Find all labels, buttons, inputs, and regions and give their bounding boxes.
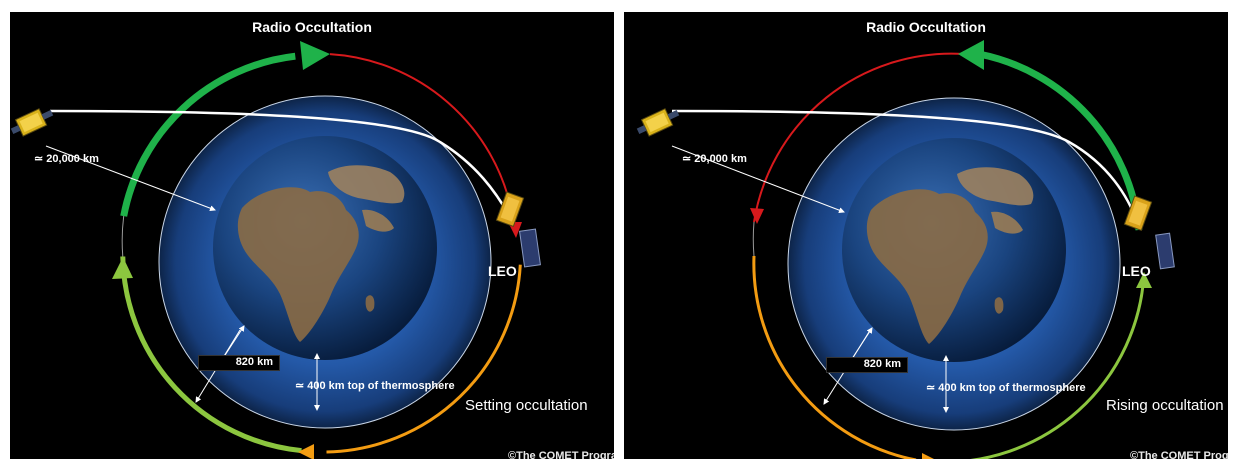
setting-occultation-panel: Radio Occultation LEO ≃ 20,000 km 820 km… xyxy=(10,12,614,459)
signal-ray-path xyxy=(671,109,1140,225)
credit-text: ©The COMET Program xyxy=(1130,450,1228,459)
thermosphere-label: ≃ 400 km top of thermosphere xyxy=(926,382,1086,394)
gps-distance-label: ≃ 20,000 km xyxy=(682,153,747,165)
corner-shadow xyxy=(1084,12,1228,215)
orbit-arc-green xyxy=(978,50,1143,231)
gps-satellite-icon xyxy=(10,108,54,137)
arrow-head-orange xyxy=(298,444,314,459)
arrow-head-light-green xyxy=(112,257,133,279)
arrow-head-red xyxy=(750,208,764,224)
thermosphere-label: ≃ 400 km top of thermosphere xyxy=(295,380,455,392)
occultation-caption: Setting occultation xyxy=(465,397,588,414)
setting-occultation-diagram xyxy=(10,12,614,459)
arrow-head-light-green xyxy=(1136,272,1152,288)
credit-text: ©The COMET Program xyxy=(508,450,614,459)
orbit-arc-gap xyxy=(752,221,755,257)
orbit-arc-gap xyxy=(121,216,125,257)
arrow-head-orange xyxy=(922,453,934,459)
orbit-arc-orange xyxy=(752,255,917,459)
gps-satellite-icon xyxy=(636,108,680,137)
gps-distance-line xyxy=(671,145,845,214)
earth-continents xyxy=(237,165,405,342)
thermosphere-boundary xyxy=(787,97,1121,431)
arrow-head-green xyxy=(300,41,330,70)
signal-ray-path xyxy=(49,109,512,218)
leo-satellite-icon xyxy=(495,191,541,268)
leo-altitude-label: 820 km xyxy=(235,356,273,368)
diagram-title: Radio Occultation xyxy=(866,19,986,35)
arrow-head-green xyxy=(958,40,984,70)
leo-altitude-label: 820 km xyxy=(863,358,901,370)
diagram-title: Radio Occultation xyxy=(252,19,372,35)
gps-distance-line xyxy=(45,145,216,212)
altitude-label-box: 820 km xyxy=(198,355,280,371)
rising-occultation-diagram xyxy=(636,12,1228,459)
leo-label: LEO xyxy=(1122,263,1151,279)
rising-occultation-panel: Radio Occultation LEO ≃ 20,000 km 820 km… xyxy=(624,12,1228,459)
thermosphere-boundary xyxy=(158,95,492,429)
orbit-arc-red xyxy=(329,53,513,213)
orbit-arc-orange xyxy=(326,264,522,454)
altitude-label-box: 820 km xyxy=(826,357,908,373)
orbit-arc-green xyxy=(120,52,296,217)
occultation-caption: Rising occultation xyxy=(1106,397,1224,414)
leo-satellite-icon xyxy=(1123,195,1175,270)
earth-continents xyxy=(866,167,1034,344)
gps-distance-label: ≃ 20,000 km xyxy=(34,153,99,165)
orbit-arc-light-green xyxy=(120,256,302,454)
corner-shadow xyxy=(460,12,614,215)
leo-label: LEO xyxy=(488,263,517,279)
